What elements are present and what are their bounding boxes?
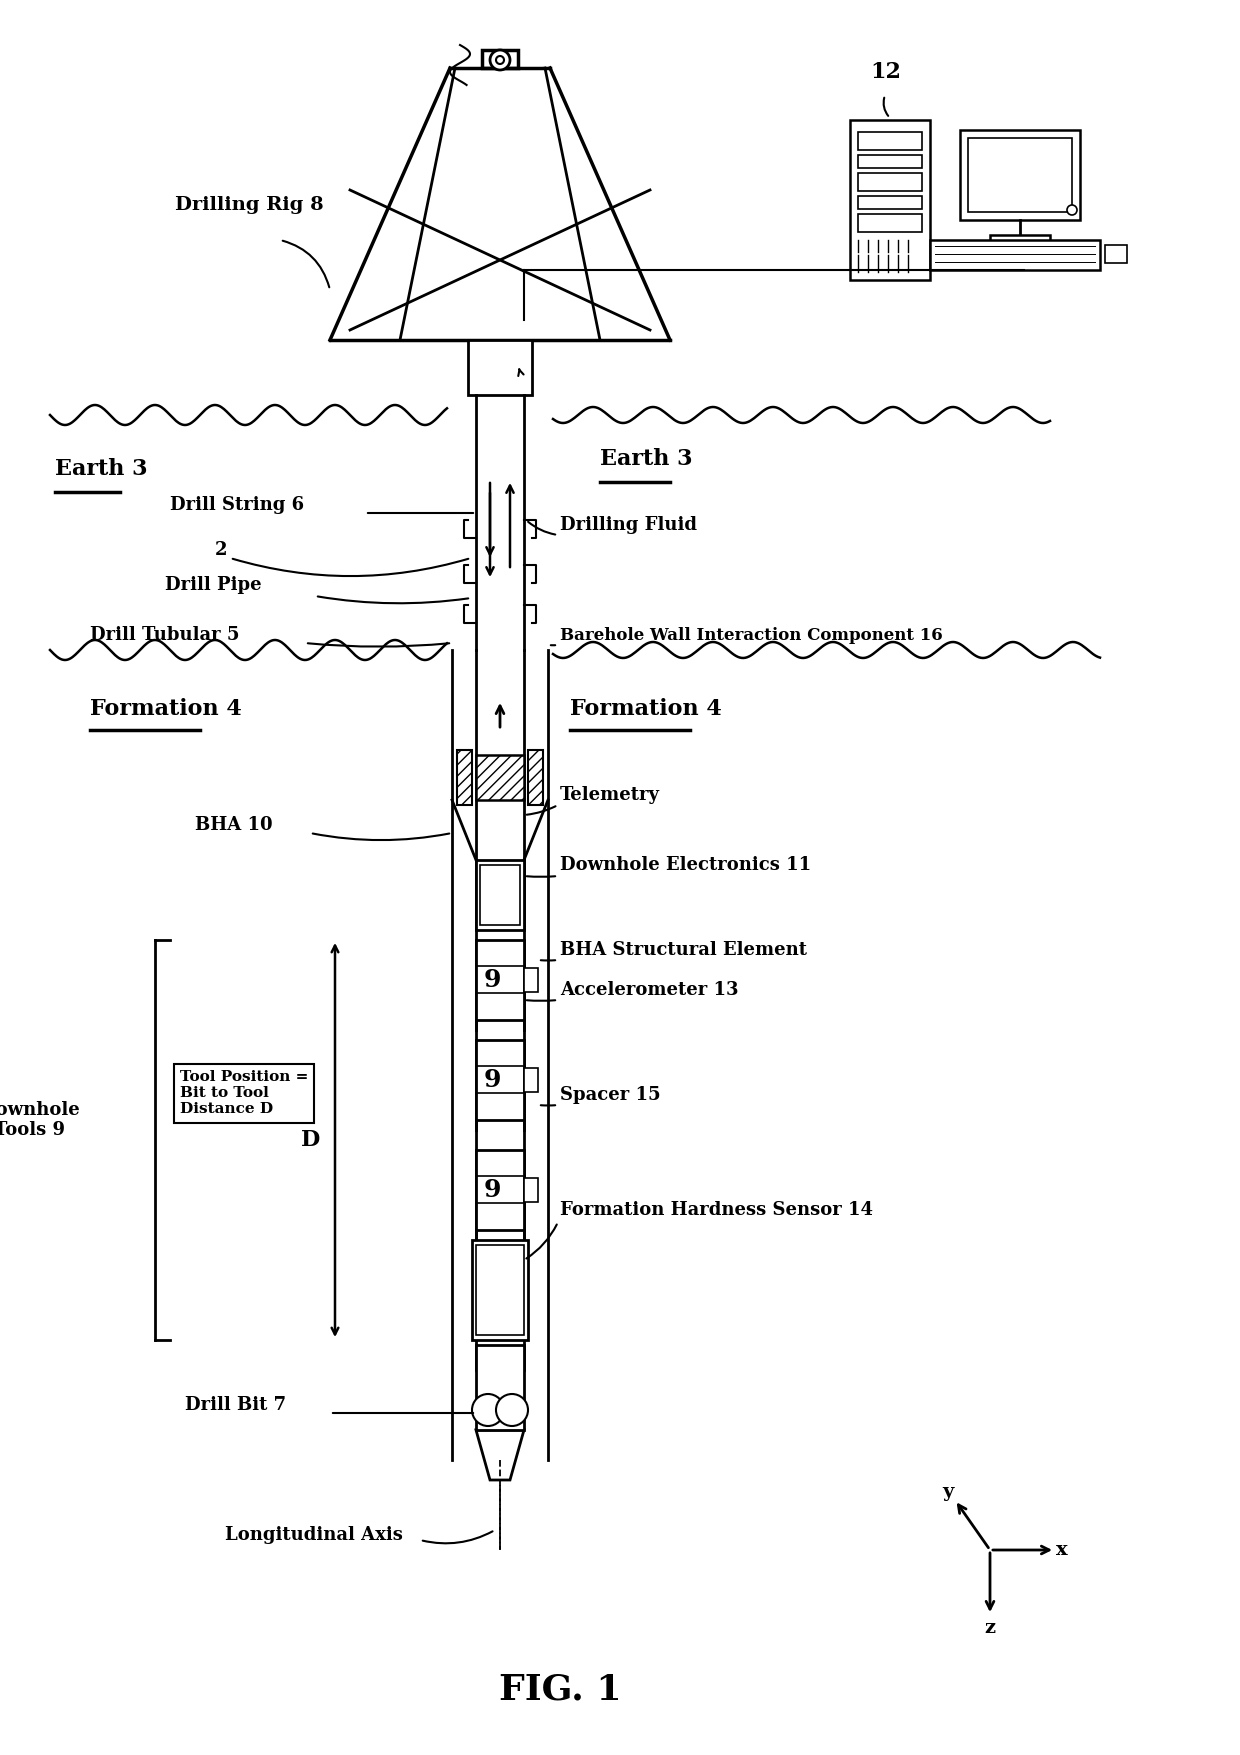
- Text: Drilling Rig 8: Drilling Rig 8: [175, 197, 324, 214]
- Bar: [1105, 246, 1127, 263]
- Text: FIG. 1: FIG. 1: [498, 1673, 621, 1708]
- Text: Longitudinal Axis: Longitudinal Axis: [224, 1527, 403, 1544]
- Bar: [528, 749, 543, 806]
- Text: D: D: [301, 1128, 320, 1151]
- Text: Downhole Electronics 11: Downhole Electronics 11: [560, 856, 811, 874]
- Text: y: y: [942, 1483, 954, 1501]
- Text: 2: 2: [215, 541, 227, 560]
- Text: BHA Structural Element: BHA Structural Element: [560, 941, 807, 958]
- Bar: [476, 1344, 525, 1430]
- Bar: [525, 1178, 538, 1202]
- Bar: [482, 49, 518, 68]
- Bar: [858, 214, 923, 232]
- Text: Drill String 6: Drill String 6: [170, 497, 304, 514]
- Polygon shape: [476, 1430, 525, 1479]
- Text: 9: 9: [484, 969, 501, 992]
- Circle shape: [496, 1393, 528, 1427]
- Text: Spacer 15: Spacer 15: [560, 1086, 661, 1104]
- Bar: [476, 1244, 525, 1336]
- Circle shape: [496, 56, 503, 63]
- Bar: [960, 130, 1080, 219]
- Circle shape: [490, 49, 510, 70]
- Circle shape: [472, 1393, 503, 1427]
- Text: Downhole
Tools 9: Downhole Tools 9: [0, 1100, 79, 1139]
- Bar: [476, 1150, 525, 1230]
- Bar: [968, 139, 1073, 212]
- Bar: [525, 969, 538, 992]
- Text: Formation Hardness Sensor 14: Formation Hardness Sensor 14: [560, 1200, 873, 1220]
- Bar: [458, 749, 472, 806]
- Bar: [476, 755, 525, 800]
- Text: Drill Bit 7: Drill Bit 7: [185, 1395, 286, 1415]
- Bar: [476, 1041, 525, 1120]
- Text: Barehole Wall Interaction Component 16: Barehole Wall Interaction Component 16: [560, 627, 942, 644]
- Bar: [858, 174, 923, 191]
- Text: 12: 12: [870, 61, 901, 82]
- Text: Earth 3: Earth 3: [600, 448, 692, 470]
- Text: Accelerometer 13: Accelerometer 13: [560, 981, 739, 999]
- Bar: [467, 340, 532, 395]
- Text: 9: 9: [484, 1178, 501, 1202]
- Bar: [930, 240, 1100, 270]
- Text: x: x: [1056, 1541, 1068, 1558]
- Bar: [990, 235, 1050, 246]
- Text: Drill Pipe: Drill Pipe: [165, 576, 262, 593]
- Bar: [472, 1241, 528, 1341]
- Text: Tool Position =
Bit to Tool
Distance D: Tool Position = Bit to Tool Distance D: [180, 1071, 309, 1116]
- Text: z: z: [985, 1620, 996, 1637]
- Bar: [480, 865, 520, 925]
- Bar: [858, 132, 923, 149]
- Text: 9: 9: [484, 1069, 501, 1092]
- Bar: [476, 860, 525, 930]
- Text: BHA 10: BHA 10: [195, 816, 273, 834]
- Bar: [476, 941, 525, 1020]
- Bar: [858, 154, 923, 168]
- Text: Telemetry: Telemetry: [560, 786, 660, 804]
- Text: Drilling Fluid: Drilling Fluid: [560, 516, 697, 534]
- Bar: [525, 1069, 538, 1092]
- Text: Formation 4: Formation 4: [570, 698, 722, 720]
- Bar: [849, 119, 930, 281]
- Circle shape: [1066, 205, 1078, 216]
- Text: Drill Tubular 5: Drill Tubular 5: [91, 627, 239, 644]
- Text: Earth 3: Earth 3: [55, 458, 148, 481]
- Text: Formation 4: Formation 4: [91, 698, 242, 720]
- Bar: [858, 197, 923, 209]
